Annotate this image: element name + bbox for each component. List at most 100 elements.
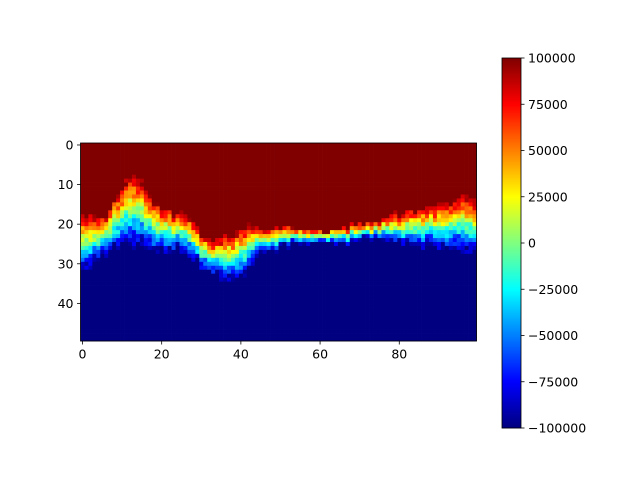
heatmap-cell: [436, 143, 442, 148]
heatmap-cell: [326, 182, 331, 187]
heatmap-cell: [211, 309, 216, 314]
heatmap-cell: [425, 289, 430, 294]
heatmap-cell: [128, 317, 133, 322]
heatmap-cell: [377, 234, 382, 239]
heatmap-cell: [440, 206, 446, 211]
heatmap-cell: [294, 174, 299, 179]
heatmap-cell: [432, 265, 438, 271]
heatmap-cell: [314, 214, 319, 219]
heatmap-cell: [151, 293, 157, 298]
heatmap-cell: [250, 269, 256, 275]
heatmap-cell: [397, 143, 402, 148]
heatmap-cell: [88, 305, 93, 310]
heatmap-cell: [195, 154, 200, 160]
heatmap-cell: [124, 257, 129, 263]
heatmap-cell: [100, 234, 105, 239]
heatmap-cell: [116, 297, 121, 302]
heatmap-cell: [401, 337, 406, 342]
heatmap-cell: [195, 174, 200, 179]
heatmap-cell: [353, 178, 359, 183]
heatmap-cell: [128, 194, 133, 199]
heatmap-cell: [223, 281, 228, 286]
heatmap-cell: [444, 309, 450, 314]
heatmap-cell: [262, 222, 267, 227]
heatmap-cell: [298, 202, 303, 207]
heatmap-cell: [452, 146, 458, 152]
heatmap-cell: [151, 194, 157, 199]
heatmap-cell: [187, 198, 192, 203]
heatmap-cell: [369, 198, 374, 203]
heatmap-cell: [357, 174, 363, 179]
heatmap-cell: [183, 333, 188, 338]
heatmap-cell: [163, 309, 168, 314]
heatmap-cell: [211, 325, 216, 330]
heatmap-cell: [219, 230, 224, 235]
heatmap-cell: [472, 245, 477, 251]
heatmap-cell: [326, 289, 331, 294]
heatmap-cell: [92, 146, 97, 152]
heatmap-cell: [215, 257, 220, 263]
heatmap-cell: [254, 242, 260, 247]
heatmap-cell: [381, 297, 386, 302]
heatmap-cell: [266, 218, 271, 223]
heatmap-cell: [143, 329, 149, 334]
heatmap-cell: [203, 317, 208, 322]
heatmap-cell: [468, 253, 473, 259]
heatmap-cell: [278, 289, 283, 294]
heatmap-cell: [428, 186, 434, 191]
heatmap-cell: [413, 194, 418, 199]
heatmap-cell: [456, 158, 462, 164]
heatmap-cell: [195, 269, 200, 275]
heatmap-cell: [405, 214, 410, 219]
heatmap-cell: [258, 150, 264, 156]
heatmap-cell: [381, 313, 386, 318]
heatmap-cell: [199, 202, 204, 207]
heatmap-cell: [409, 218, 414, 223]
heatmap-cell: [440, 226, 446, 231]
heatmap-cell: [310, 182, 315, 187]
heatmap-cell: [329, 249, 335, 255]
heatmap-cell: [254, 234, 260, 239]
heatmap-cell: [171, 313, 176, 318]
heatmap-cell: [116, 202, 121, 207]
heatmap-cell: [432, 238, 438, 243]
heatmap-cell: [440, 289, 446, 294]
heatmap-cell: [262, 218, 267, 223]
heatmap-cell: [318, 269, 323, 275]
heatmap-cell: [318, 321, 323, 326]
heatmap-cell: [92, 285, 97, 290]
heatmap-cell: [318, 190, 323, 195]
heatmap-cell: [341, 309, 347, 314]
heatmap-cell: [266, 150, 271, 156]
heatmap-cell: [100, 253, 105, 259]
heatmap-cell: [294, 313, 299, 318]
heatmap-cell: [314, 162, 319, 168]
heatmap-cell: [341, 198, 347, 203]
heatmap-cell: [333, 269, 339, 275]
heatmap-cell: [417, 222, 422, 227]
heatmap-cell: [155, 210, 161, 215]
heatmap-cell: [337, 150, 343, 156]
heatmap-cell: [452, 226, 458, 231]
heatmap-cell: [191, 226, 196, 231]
heatmap-cell: [290, 158, 295, 164]
heatmap-cell: [112, 194, 117, 199]
heatmap-cell: [163, 305, 168, 310]
heatmap-cell: [436, 154, 442, 160]
heatmap-cell: [298, 269, 303, 275]
heatmap-cell: [203, 301, 208, 306]
heatmap-cell: [349, 143, 355, 148]
heatmap-cell: [452, 253, 458, 259]
heatmap-cell: [207, 146, 212, 152]
heatmap-cell: [393, 289, 398, 294]
heatmap-cell: [456, 273, 462, 278]
heatmap-cell: [96, 301, 101, 306]
heatmap-cell: [413, 234, 418, 239]
heatmap-cell: [468, 146, 473, 152]
heatmap-cell: [298, 253, 303, 259]
heatmap-cell: [286, 281, 291, 286]
heatmap-cell: [159, 182, 165, 187]
heatmap-cell: [456, 289, 462, 294]
heatmap-cell: [250, 325, 256, 330]
heatmap-cell: [405, 158, 410, 164]
